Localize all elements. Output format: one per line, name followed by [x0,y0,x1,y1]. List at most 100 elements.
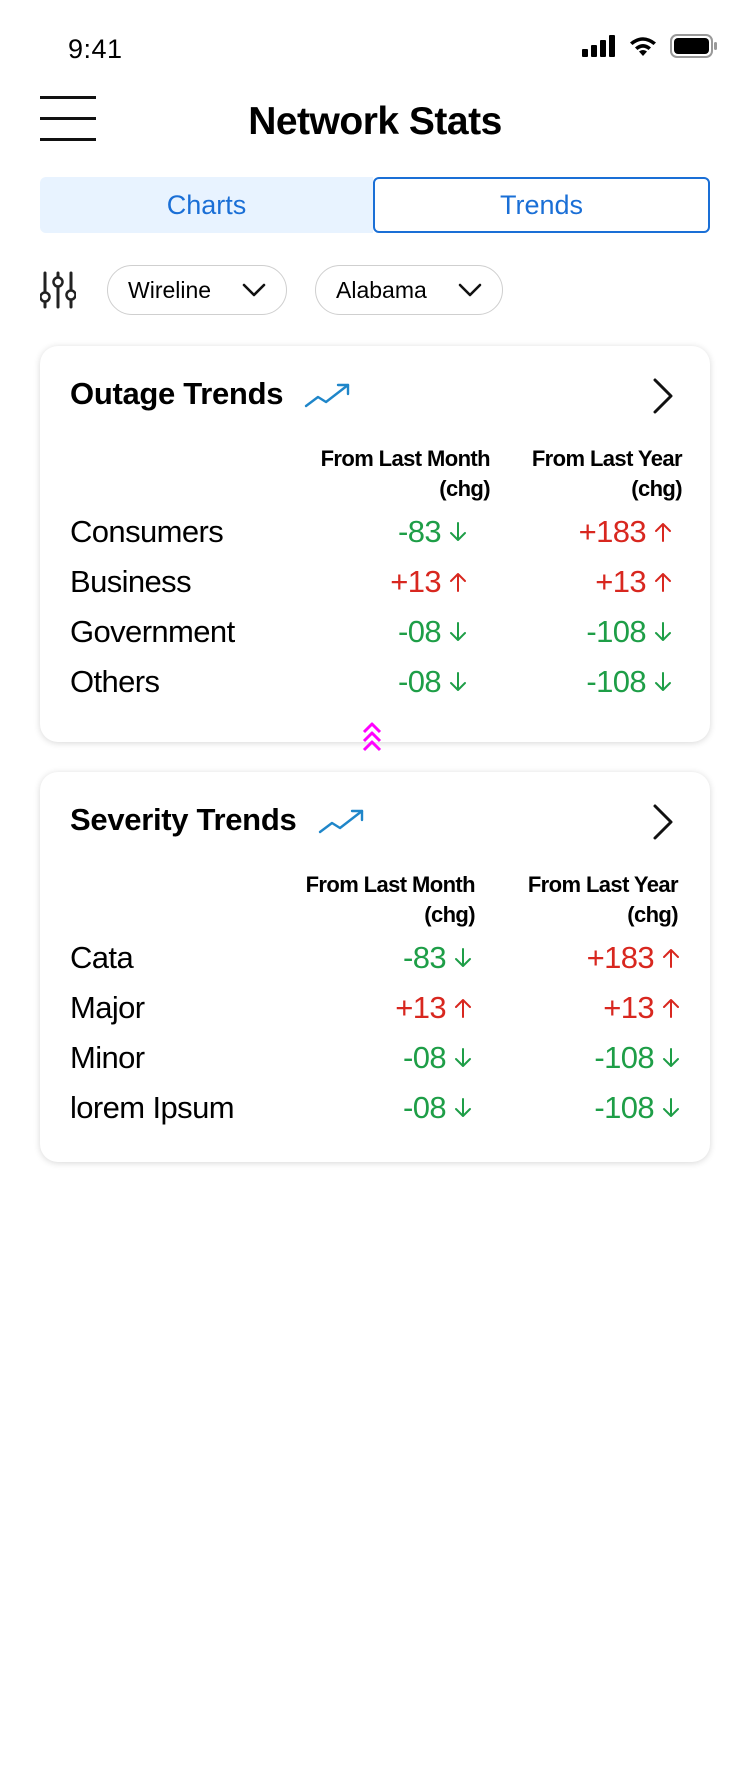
year-change: +183 [587,940,680,976]
month-change-value: -08 [397,614,442,649]
sliders-filter-icon[interactable] [40,270,76,310]
row-label: Consumers [70,514,224,549]
month-change: +13 [390,564,467,600]
app-header: Network Stats [0,90,750,150]
network-type-value: Wireline [128,276,212,303]
year-change-value: +13 [603,990,654,1025]
arrow-down-icon [654,621,672,643]
chevron-down-icon [458,283,482,297]
arrow-down-icon [654,671,672,693]
year-change: -108 [586,614,672,650]
view-tabs: Charts Trends [40,177,710,233]
arrow-down-icon [454,947,472,969]
column-header-line: From Last Month [320,446,491,471]
arrow-down-icon [454,1097,472,1119]
cellular-signal-icon [582,35,615,57]
table-row: lorem Ipsum -08 -108 [40,1090,710,1140]
arrow-down-icon [662,1047,680,1069]
status-bar: 9:41 [0,0,750,90]
trending-up-icon [318,809,364,834]
arrow-up-icon [662,997,680,1019]
table-row: Major +13 +13 [40,990,710,1040]
column-header-line: (chg) [631,476,682,501]
month-change-value: +13 [390,564,441,599]
status-time: 9:41 [68,34,123,64]
month-change-value: +13 [395,990,446,1025]
column-header-line: (chg) [424,902,475,927]
year-change-value: -108 [586,614,646,649]
chevron-right-icon[interactable] [650,376,676,416]
month-change-value: -08 [402,1090,447,1125]
arrow-down-icon [449,521,467,543]
arrow-up-icon [654,571,672,593]
arrow-down-icon [449,671,467,693]
row-label: Minor [70,1040,145,1075]
arrow-up-icon [654,521,672,543]
severity-trends-card[interactable]: Severity Trends From Last Month (chg) Fr… [40,772,710,1162]
chevrons-up-handle-icon[interactable] [362,722,382,756]
year-change-value: +183 [578,514,647,549]
month-change: -08 [403,1040,472,1076]
table-row: Government -08 -108 [40,614,710,664]
trending-up-icon [304,383,350,408]
month-change: -08 [403,1090,472,1126]
card-title: Severity Trends [70,802,297,837]
year-change: +183 [579,514,672,550]
row-label: Cata [70,940,134,975]
chevron-down-icon [242,283,266,297]
month-change-value: -83 [397,514,442,549]
month-change: -08 [398,614,467,650]
column-header-last-month: From Last Month (chg) [275,870,476,930]
column-header-line: (chg) [439,476,490,501]
month-change-value: -08 [402,1040,447,1075]
tab-charts[interactable]: Charts [40,177,373,233]
table-row: Minor -08 -108 [40,1040,710,1090]
chevron-right-icon[interactable] [650,802,676,842]
wifi-icon [630,37,656,56]
severity-rows: Cata -83 +183 Major +13 +13 Minor [40,940,710,1140]
month-change: -83 [403,940,472,976]
table-row: Cata -83 +183 [40,940,710,990]
year-change-value: -108 [594,1090,654,1125]
column-header-last-year: From Last Year (chg) [478,870,679,930]
filter-bar: Wireline Alabama [40,265,710,315]
status-icons [582,34,718,58]
arrow-up-icon [454,997,472,1019]
outage-trends-card[interactable]: Outage Trends From Last Month (chg) From… [40,346,710,742]
battery-icon [670,34,717,58]
column-header-last-month: From Last Month (chg) [290,444,491,504]
column-header-line: (chg) [627,902,678,927]
arrow-up-icon [449,571,467,593]
network-type-dropdown[interactable]: Wireline [107,265,287,315]
hamburger-menu-icon[interactable] [40,94,96,142]
row-label: Others [70,664,160,699]
year-change-value: -108 [586,664,646,699]
state-value: Alabama [336,276,427,303]
month-change: -83 [398,514,467,550]
arrow-down-icon [662,1097,680,1119]
year-change: -108 [586,664,672,700]
month-change-value: -83 [402,940,447,975]
month-change-value: -08 [397,664,442,699]
arrow-down-icon [454,1047,472,1069]
page-title: Network Stats [248,100,502,143]
year-change: -108 [594,1090,680,1126]
column-header-line: From Last Year [527,872,679,897]
month-change: -08 [398,664,467,700]
month-change: +13 [395,990,472,1026]
year-change: +13 [603,990,680,1026]
year-change-value: -108 [594,1040,654,1075]
column-header-line: From Last Year [531,446,683,471]
table-row: Business +13 +13 [40,564,710,614]
year-change-value: +13 [595,564,646,599]
row-label: Government [70,614,235,649]
arrow-up-icon [662,947,680,969]
column-header-last-year: From Last Year (chg) [482,444,683,504]
card-title: Outage Trends [70,376,284,411]
arrow-down-icon [449,621,467,643]
tab-trends[interactable]: Trends [373,177,710,233]
year-change-value: +183 [586,940,655,975]
outage-rows: Consumers -83 +183 Business +13 +13 Gove… [40,514,710,714]
year-change: +13 [595,564,672,600]
state-dropdown[interactable]: Alabama [315,265,503,315]
